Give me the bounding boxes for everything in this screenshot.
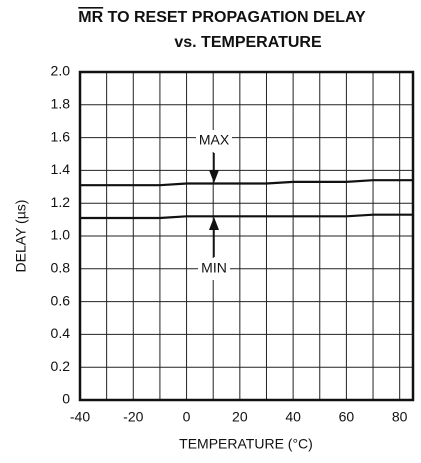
x-tick-label: -40 [70, 409, 90, 425]
x-tick-label: -20 [123, 409, 143, 425]
title-text: TO RESET PROPAGATION DELAY [108, 9, 366, 26]
x-tick-label: 60 [339, 409, 355, 425]
y-axis-label: DELAY (µs) [13, 200, 29, 273]
y-tick-label: 0.6 [51, 292, 71, 308]
label-background [198, 258, 230, 280]
annotation-text: MAX [199, 132, 230, 148]
arrow-head [209, 170, 219, 183]
y-tick-label: 0.8 [51, 260, 71, 276]
title-overlined: MR [78, 9, 103, 26]
grid [79, 71, 413, 401]
max-annotation: MAX [196, 130, 232, 183]
series-line [80, 213, 413, 220]
y-tick-label: 1.4 [51, 161, 71, 177]
x-tick-label: 80 [392, 409, 408, 425]
series-line [80, 179, 413, 187]
chart-title: MR TO RESET PROPAGATION DELAY [78, 9, 366, 26]
label-background [196, 130, 232, 152]
y-tick-label: 2.0 [51, 63, 71, 79]
x-axis-label: TEMPERATURE (°C) [179, 436, 313, 452]
annotation-text: MIN [201, 260, 227, 276]
y-tick-label: 0.4 [51, 325, 71, 341]
min-annotation: MIN [198, 217, 230, 280]
plot [80, 179, 413, 220]
y-tick-label: 0 [62, 391, 70, 407]
x-tick-label: 0 [183, 409, 191, 425]
y-tick-label: 0.2 [51, 358, 71, 374]
y-tick-label: 1.0 [51, 227, 71, 243]
y-tick-label: 1.6 [51, 128, 71, 144]
arrow-head [209, 217, 219, 230]
x-tick-label: 20 [232, 409, 248, 425]
chart-subtitle: vs. TEMPERATURE [174, 34, 322, 51]
plot-frame [78, 70, 415, 402]
x-tick-label: 40 [285, 409, 301, 425]
y-tick-label: 1.2 [51, 194, 71, 210]
y-tick-label: 1.8 [51, 96, 71, 112]
